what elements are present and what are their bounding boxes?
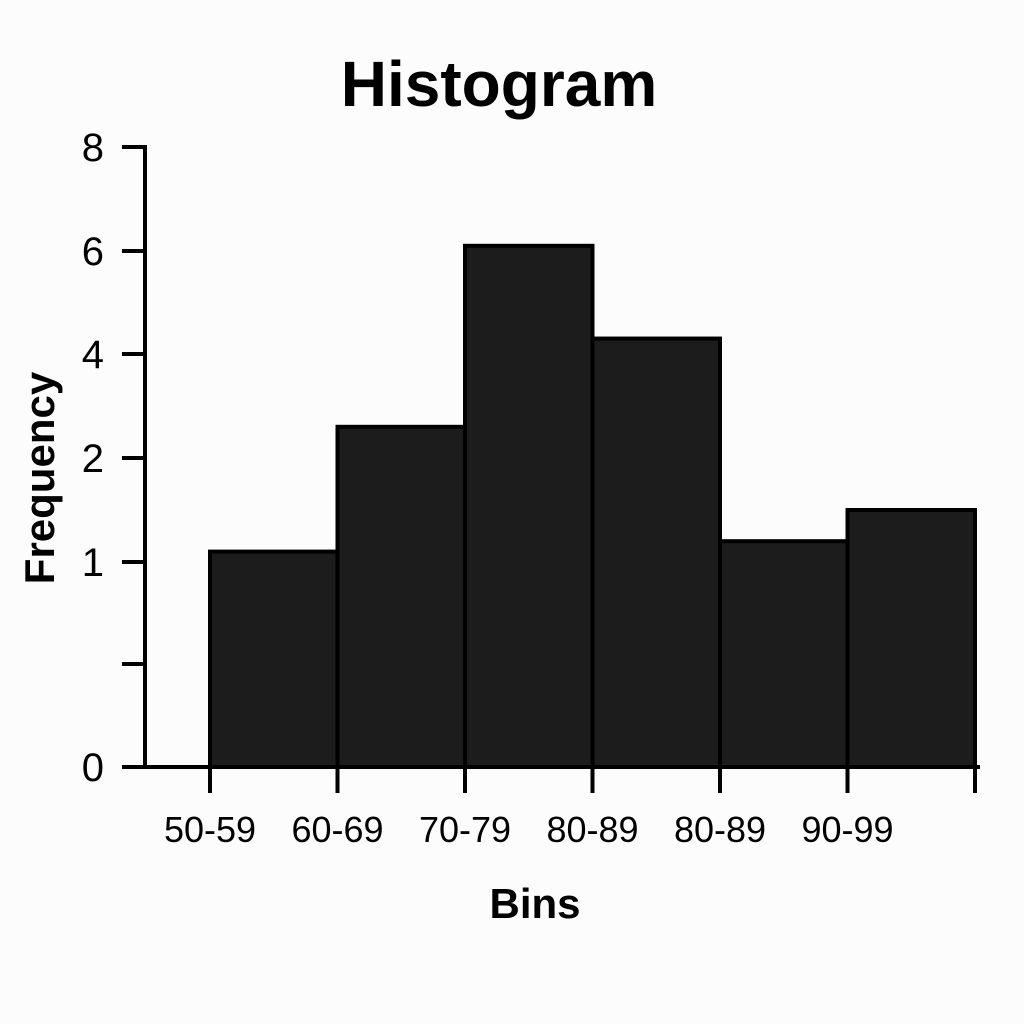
x-tick-label: 90-99 xyxy=(801,809,893,850)
bar-80-89 xyxy=(590,336,722,769)
y-tick-label: 6 xyxy=(82,230,104,274)
bar-90-99 xyxy=(845,508,977,769)
x-axis-title: Bins xyxy=(489,880,580,927)
y-tick-label: 8 xyxy=(82,126,104,170)
x-axis: 50-59 60-69 70-79 80-89 80-89 90-99 xyxy=(122,765,980,850)
x-tick-label: 70-79 xyxy=(419,809,511,850)
chart-title: Histogram xyxy=(341,48,658,120)
bar-80-89 xyxy=(718,539,850,770)
bar-70-79 xyxy=(463,243,595,770)
bars-group xyxy=(208,243,977,770)
x-tick-label: 80-89 xyxy=(674,809,766,850)
bar-60-69 xyxy=(335,424,467,769)
y-axis: 8 6 4 2 1 0 xyxy=(82,126,147,790)
y-tick-label: 4 xyxy=(82,333,104,377)
y-axis-title: Frequency xyxy=(16,371,63,584)
x-tick-label: 60-69 xyxy=(291,809,383,850)
y-tick-label: 1 xyxy=(82,541,104,585)
bar-50-59 xyxy=(208,549,340,769)
x-tick-label: 80-89 xyxy=(546,809,638,850)
y-tick-label: 0 xyxy=(82,746,104,790)
x-tick-label: 50-59 xyxy=(164,809,256,850)
y-tick-label: 2 xyxy=(82,437,104,481)
